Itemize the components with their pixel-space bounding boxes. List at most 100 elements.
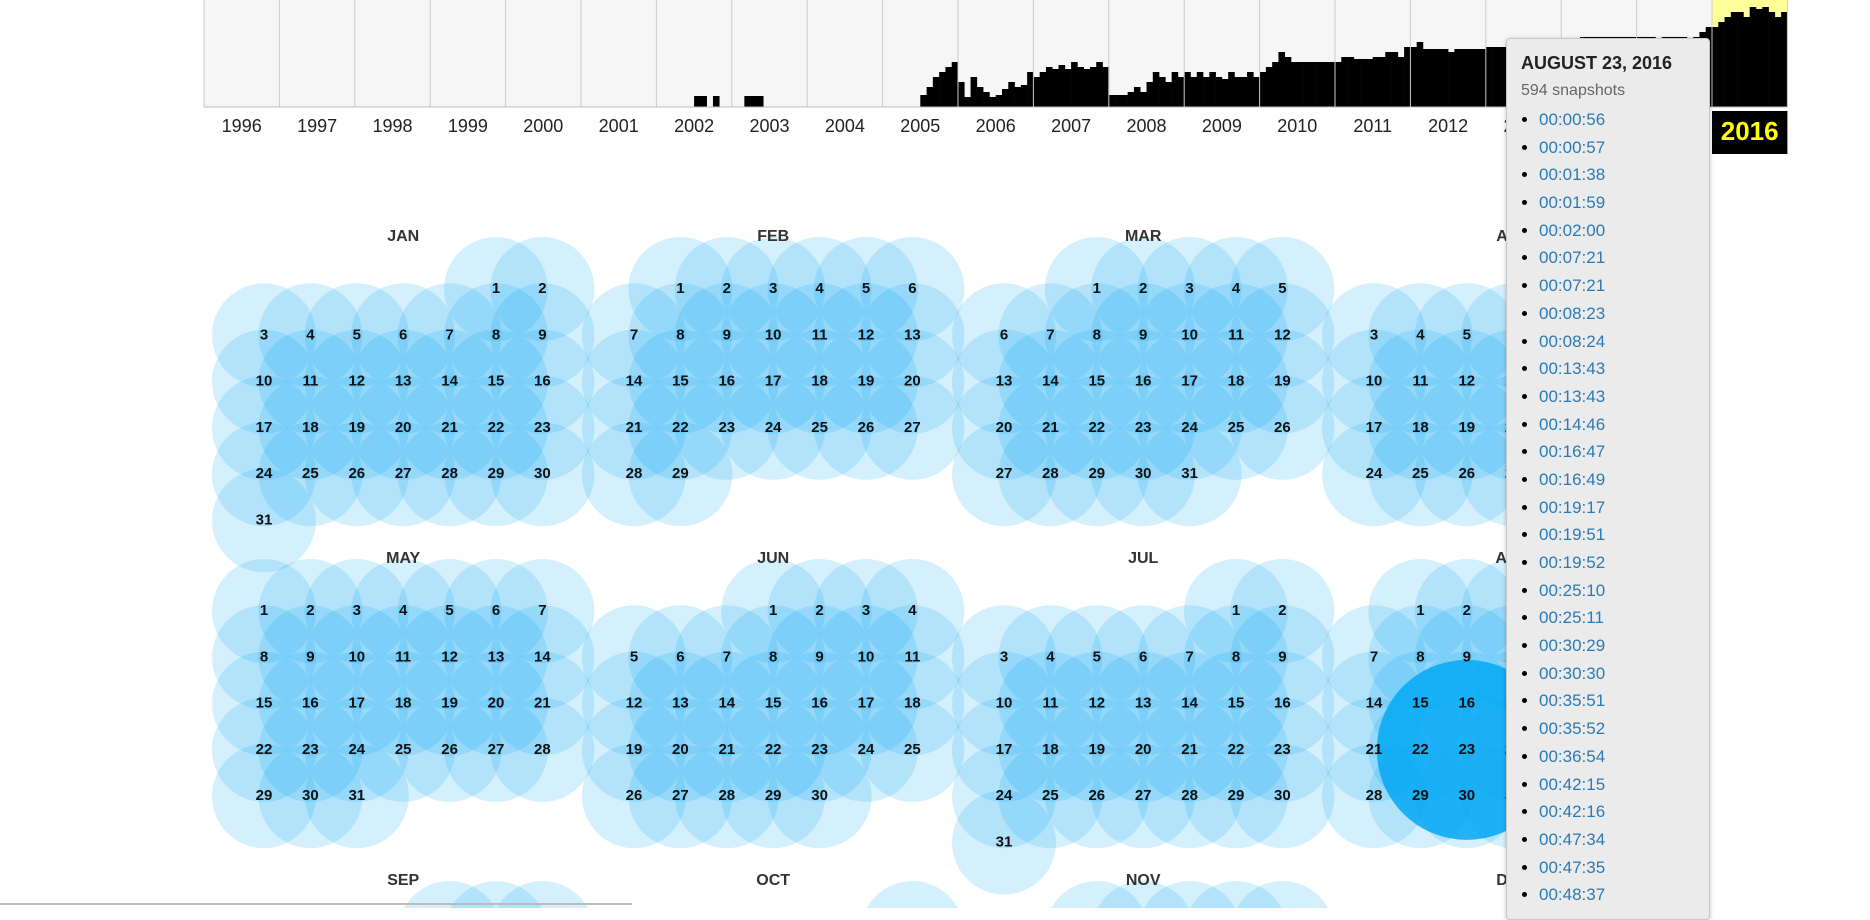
- day[interactable]: 19: [626, 741, 643, 758]
- day[interactable]: 16: [1458, 695, 1475, 712]
- day[interactable]: 14: [718, 695, 735, 712]
- day[interactable]: 12: [858, 326, 875, 343]
- day[interactable]: 10: [1181, 326, 1198, 343]
- day[interactable]: 21: [718, 741, 735, 758]
- day[interactable]: 28: [441, 465, 458, 482]
- day[interactable]: 8: [1232, 648, 1240, 665]
- snapshot-link[interactable]: 00:47:34: [1539, 829, 1606, 849]
- day[interactable]: 9: [538, 326, 546, 343]
- year-label[interactable]: 2002: [674, 116, 714, 136]
- day[interactable]: 26: [626, 787, 643, 804]
- snapshot-link[interactable]: 00:16:47: [1539, 442, 1606, 462]
- snapshot-link[interactable]: 00:25:11: [1539, 608, 1604, 628]
- day[interactable]: 3: [1185, 280, 1193, 297]
- day[interactable]: 3: [1370, 326, 1378, 343]
- day[interactable]: 19: [348, 419, 365, 436]
- day[interactable]: 14: [1181, 695, 1198, 712]
- day[interactable]: 31: [1181, 465, 1198, 482]
- day[interactable]: 5: [1463, 326, 1471, 343]
- snapshot-link[interactable]: 00:00:57: [1539, 137, 1606, 157]
- year-label[interactable]: 2003: [749, 116, 789, 136]
- day[interactable]: 22: [765, 741, 782, 758]
- day[interactable]: 17: [765, 373, 782, 390]
- day[interactable]: 14: [1366, 695, 1383, 712]
- day[interactable]: 1: [676, 280, 684, 297]
- day[interactable]: 19: [1458, 419, 1475, 436]
- day[interactable]: 23: [718, 419, 735, 436]
- day[interactable]: 19: [441, 695, 458, 712]
- day[interactable]: 12: [1458, 373, 1475, 390]
- snapshot-link[interactable]: 00:14:46: [1539, 414, 1606, 434]
- day[interactable]: 21: [1181, 741, 1198, 758]
- day[interactable]: 9: [1139, 326, 1147, 343]
- day[interactable]: 2: [538, 280, 546, 297]
- day[interactable]: 16: [811, 695, 828, 712]
- day[interactable]: 9: [1463, 648, 1471, 665]
- snapshot-link[interactable]: 00:47:35: [1539, 857, 1606, 877]
- day[interactable]: 15: [765, 695, 782, 712]
- day[interactable]: 18: [1228, 373, 1245, 390]
- day[interactable]: 8: [676, 326, 684, 343]
- day[interactable]: 9: [723, 326, 731, 343]
- day[interactable]: 11: [302, 373, 318, 390]
- day[interactable]: 29: [256, 787, 273, 804]
- day[interactable]: 6: [492, 602, 500, 619]
- day[interactable]: 10: [996, 695, 1013, 712]
- day[interactable]: 6: [908, 280, 916, 297]
- day[interactable]: 25: [1228, 419, 1245, 436]
- day[interactable]: 3: [769, 280, 777, 297]
- day[interactable]: 14: [1042, 373, 1059, 390]
- day[interactable]: 16: [534, 373, 551, 390]
- day[interactable]: 14: [534, 648, 551, 665]
- day[interactable]: 20: [1135, 741, 1152, 758]
- day[interactable]: 12: [441, 648, 458, 665]
- year-label[interactable]: 2010: [1277, 116, 1317, 136]
- snapshot-link[interactable]: 00:48:37: [1539, 885, 1606, 905]
- day[interactable]: 25: [811, 419, 828, 436]
- day[interactable]: 7: [630, 326, 638, 343]
- day[interactable]: 13: [1135, 695, 1152, 712]
- day[interactable]: 28: [534, 741, 551, 758]
- day[interactable]: 2: [306, 602, 314, 619]
- day[interactable]: 28: [1042, 465, 1059, 482]
- snapshot-link[interactable]: 00:35:51: [1539, 691, 1606, 711]
- day[interactable]: 13: [904, 326, 921, 343]
- year-label[interactable]: 2012: [1428, 116, 1468, 136]
- day[interactable]: 11: [812, 326, 828, 343]
- day[interactable]: 27: [672, 787, 689, 804]
- day[interactable]: 26: [441, 741, 458, 758]
- day[interactable]: 5: [862, 280, 870, 297]
- day[interactable]: 23: [1458, 741, 1475, 758]
- day[interactable]: 23: [534, 419, 551, 436]
- day[interactable]: 10: [765, 326, 782, 343]
- day[interactable]: 10: [858, 648, 875, 665]
- day[interactable]: 5: [1278, 280, 1286, 297]
- day[interactable]: 17: [858, 695, 875, 712]
- year-label[interactable]: 2009: [1202, 116, 1242, 136]
- day[interactable]: 9: [1278, 648, 1286, 665]
- day[interactable]: 1: [492, 280, 500, 297]
- day[interactable]: 11: [904, 648, 920, 665]
- day[interactable]: 7: [445, 326, 453, 343]
- day[interactable]: 21: [626, 419, 643, 436]
- day[interactable]: 14: [626, 373, 643, 390]
- day[interactable]: 27: [1135, 787, 1152, 804]
- snapshot-link[interactable]: 00:00:56: [1539, 110, 1606, 129]
- day[interactable]: 27: [488, 741, 505, 758]
- snapshot-link[interactable]: 00:16:49: [1539, 469, 1606, 489]
- day[interactable]: 16: [1274, 695, 1291, 712]
- day[interactable]: 6: [1139, 648, 1147, 665]
- day[interactable]: 7: [723, 648, 731, 665]
- day[interactable]: 26: [858, 419, 875, 436]
- day[interactable]: 26: [1274, 419, 1291, 436]
- day[interactable]: 25: [1042, 787, 1059, 804]
- day[interactable]: 8: [769, 648, 777, 665]
- day[interactable]: 4: [1416, 326, 1425, 343]
- year-label[interactable]: 2001: [599, 116, 639, 136]
- day[interactable]: 29: [1088, 465, 1105, 482]
- day[interactable]: 25: [1412, 465, 1429, 482]
- day[interactable]: 11: [1228, 326, 1244, 343]
- day[interactable]: 1: [1416, 602, 1424, 619]
- day[interactable]: 5: [630, 648, 638, 665]
- day[interactable]: 12: [1274, 326, 1291, 343]
